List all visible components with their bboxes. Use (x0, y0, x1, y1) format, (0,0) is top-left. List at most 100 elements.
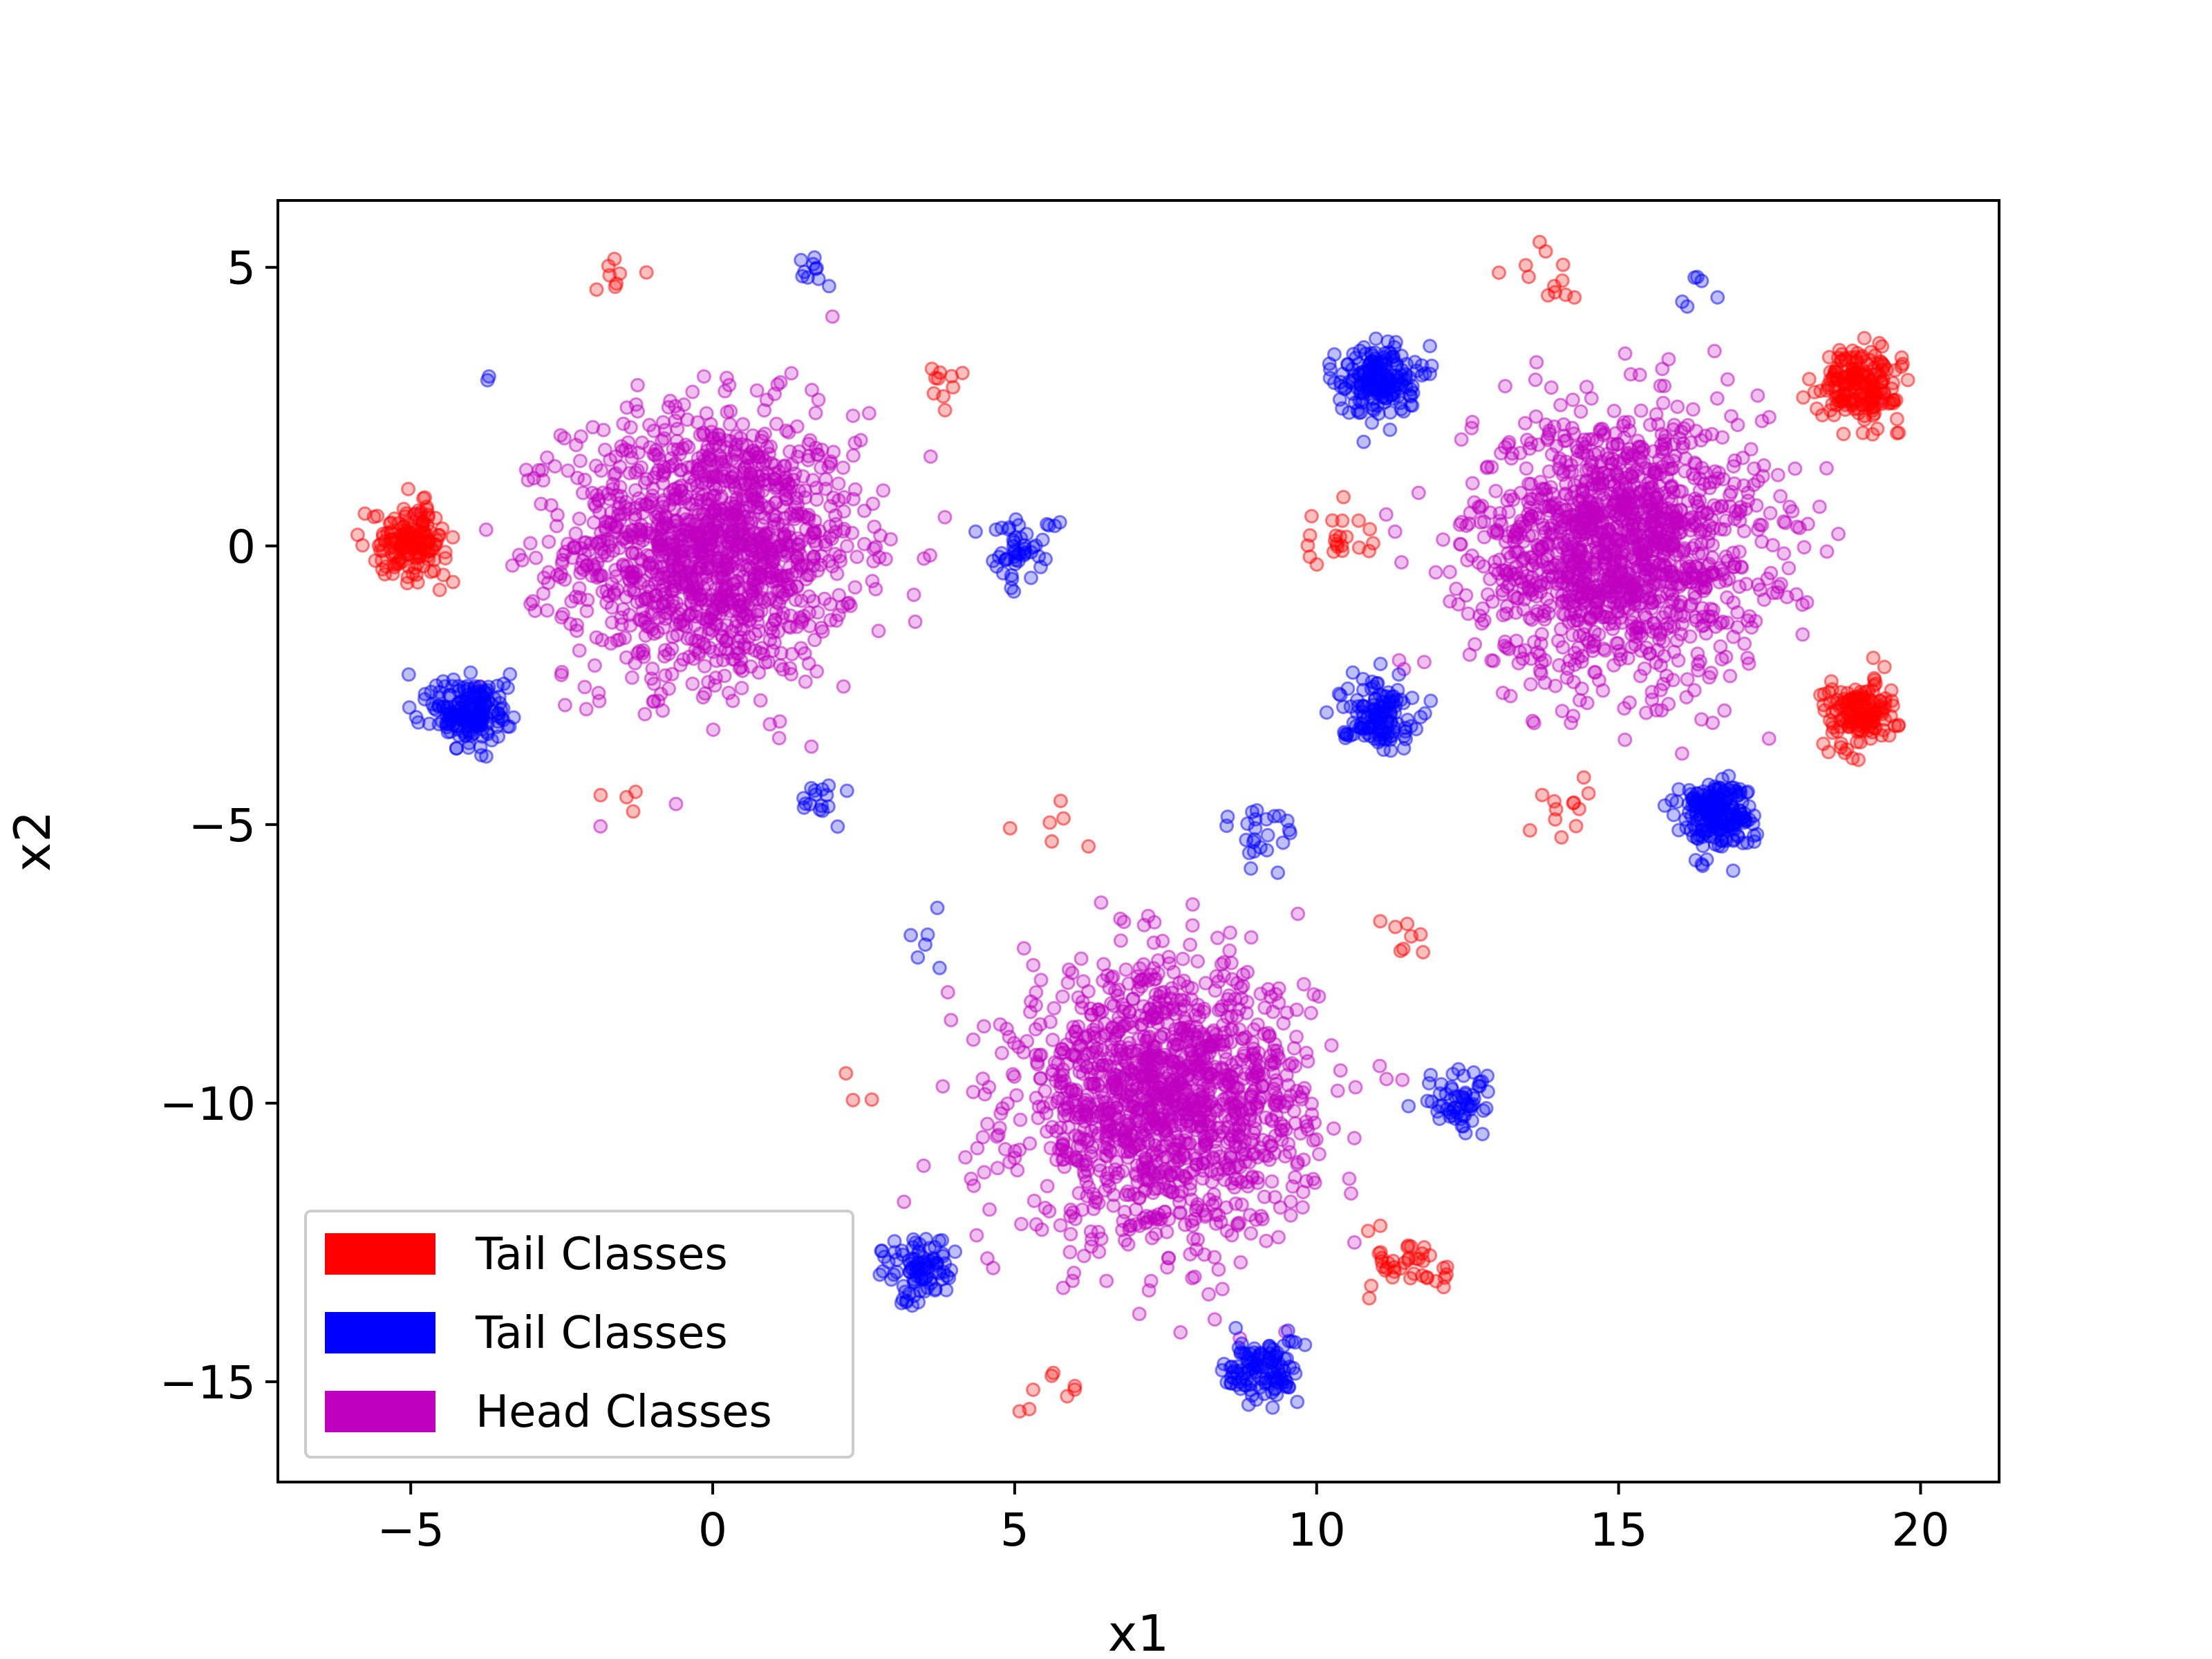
data-point (1065, 966, 1080, 980)
data-point (1633, 643, 1649, 658)
data-point (699, 612, 714, 628)
data-point (843, 598, 858, 613)
data-point (1228, 1196, 1244, 1211)
data-point (1396, 941, 1411, 957)
data-point (790, 556, 805, 572)
data-point (1063, 1202, 1078, 1217)
data-point (1618, 732, 1633, 747)
data-point (1022, 1402, 1037, 1416)
data-point (1053, 1218, 1068, 1233)
data-point (847, 482, 863, 497)
data-point (1030, 1057, 1045, 1072)
data-point (1295, 1085, 1311, 1100)
data-point (845, 409, 861, 423)
data-point (1154, 1212, 1169, 1226)
data-point (1726, 459, 1741, 474)
data-point (587, 658, 602, 673)
data-point (718, 519, 733, 534)
data-point (1812, 499, 1827, 514)
data-point (1597, 610, 1612, 624)
data-point (1236, 967, 1250, 982)
data-point (662, 570, 677, 585)
data-point (1208, 1207, 1224, 1222)
data-point (1891, 425, 1906, 440)
data-point (1029, 997, 1043, 1013)
data-point (838, 1066, 854, 1081)
data-point (916, 1158, 931, 1173)
data-point (1656, 648, 1671, 664)
data-point (1033, 973, 1049, 988)
data-point (1828, 702, 1844, 718)
data-point (917, 551, 932, 566)
data-point (1192, 1009, 1207, 1024)
data-point (1067, 1266, 1082, 1280)
data-point (512, 547, 527, 563)
data-point (1566, 709, 1581, 724)
data-point (1474, 616, 1490, 631)
data-point (1741, 656, 1756, 671)
data-point (645, 662, 660, 676)
data-point (808, 406, 823, 420)
data-point (966, 1085, 981, 1100)
data-point (818, 537, 833, 552)
data-point (1515, 565, 1530, 580)
data-point (802, 568, 817, 583)
data-point (1105, 1021, 1121, 1036)
data-point (1285, 1179, 1300, 1194)
data-point (1864, 392, 1879, 407)
data-point (1195, 1171, 1210, 1186)
data-point (798, 483, 813, 498)
data-point (1083, 1100, 1098, 1116)
data-point (1228, 991, 1243, 1006)
data-point (1649, 407, 1664, 422)
data-point (1428, 565, 1443, 580)
data-point (1325, 513, 1340, 528)
data-point (1707, 474, 1722, 489)
data-point (706, 722, 721, 738)
data-point (735, 417, 751, 432)
data-point (1454, 432, 1469, 447)
data-point (1763, 565, 1779, 581)
data-point (1521, 270, 1536, 284)
data-point (839, 538, 854, 554)
data-point (1518, 258, 1533, 273)
data-point (1192, 1101, 1206, 1116)
data-point (1796, 390, 1811, 405)
data-point (1747, 461, 1762, 476)
data-point (1156, 1121, 1172, 1136)
data-point (1680, 672, 1695, 687)
data-point (1391, 653, 1407, 668)
data-point (1416, 945, 1431, 959)
data-point (1211, 1262, 1226, 1277)
data-point (1155, 933, 1170, 948)
data-point (1465, 476, 1480, 491)
data-point (1781, 561, 1797, 576)
data-point (804, 739, 819, 754)
data-point (1216, 1162, 1231, 1177)
data-point (701, 473, 716, 488)
data-point (830, 566, 845, 581)
data-point (1091, 1244, 1107, 1259)
data-point (1525, 528, 1540, 543)
data-point (1633, 496, 1648, 510)
data-point (1500, 493, 1515, 508)
data-point (1075, 994, 1090, 1009)
data-point (1900, 373, 1915, 388)
data-point (1574, 654, 1589, 669)
data-point (1637, 661, 1652, 676)
data-point (1535, 539, 1550, 554)
data-point (604, 600, 619, 615)
data-point (1105, 1043, 1120, 1058)
data-point (803, 433, 818, 448)
data-point (655, 703, 671, 718)
data-point (1209, 968, 1224, 984)
data-point (805, 473, 821, 488)
data-point (1494, 516, 1509, 532)
data-point (1568, 818, 1584, 834)
data-point (861, 406, 877, 421)
data-point (1849, 707, 1864, 722)
data-point (625, 546, 640, 561)
data-point (1009, 1088, 1024, 1103)
data-point (591, 686, 606, 700)
